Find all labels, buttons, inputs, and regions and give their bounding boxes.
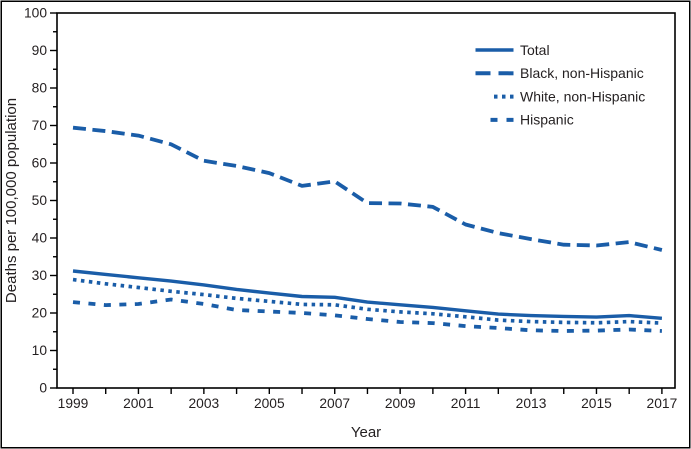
y-axis-tick-label: 20	[32, 306, 48, 321]
x-axis-tick-label: 2017	[647, 396, 678, 411]
series-line-black-non-hispanic	[72, 125, 663, 252]
y-axis-tick-label: 100	[24, 6, 47, 21]
legend-item-black-non-hispanic: Black, non-Hispanic	[475, 65, 644, 81]
data-series-layer	[72, 125, 663, 333]
y-axis-title: Deaths per 100,000 population	[3, 98, 20, 303]
y-axis-tick-label: 80	[32, 81, 48, 96]
legend: Total Black, non-Hispanic White, non-Hispa…	[475, 42, 645, 128]
x-axis-tick-label: 2003	[189, 396, 220, 411]
legend-item-total: Total	[475, 42, 550, 58]
x-axis-tick-label: 2015	[581, 396, 612, 411]
x-axis-tick-label: 2009	[385, 396, 416, 411]
y-axis-tick-label: 40	[32, 231, 48, 246]
x-axis-tick-label: 2013	[516, 396, 547, 411]
y-axis-tick-label: 30	[32, 268, 48, 283]
legend-item-white-non-hispanic: White, non-Hispanic	[494, 88, 645, 104]
legend-label-hispanic: Hispanic	[520, 112, 574, 128]
y-axis-tick-label: 60	[32, 156, 48, 171]
x-axis-tick-label: 2005	[254, 396, 285, 411]
x-axis-tick-label: 1999	[58, 396, 89, 411]
x-axis-tick-label: 2007	[319, 396, 350, 411]
y-axis-tick-label: 10	[32, 343, 48, 358]
x-axis-tick-label: 2011	[451, 396, 481, 411]
x-axis-title: Year	[351, 424, 381, 441]
series-line-white-non-hispanic	[72, 277, 662, 325]
legend-label-white-non-hispanic: White, non-Hispanic	[520, 88, 645, 104]
legend-label-black-non-hispanic: Black, non-Hispanic	[520, 65, 644, 81]
y-axis-tick-label: 0	[39, 381, 47, 396]
legend-label-total: Total	[520, 42, 550, 58]
y-axis-tick-label: 90	[32, 43, 48, 58]
series-line-total	[72, 269, 663, 320]
x-axis-tick-label: 2001	[123, 396, 154, 411]
y-axis-tick-label: 50	[32, 193, 48, 208]
legend-item-hispanic: Hispanic	[490, 112, 574, 128]
series-line-hispanic	[72, 297, 662, 333]
y-axis-tick-label: 70	[32, 118, 48, 133]
